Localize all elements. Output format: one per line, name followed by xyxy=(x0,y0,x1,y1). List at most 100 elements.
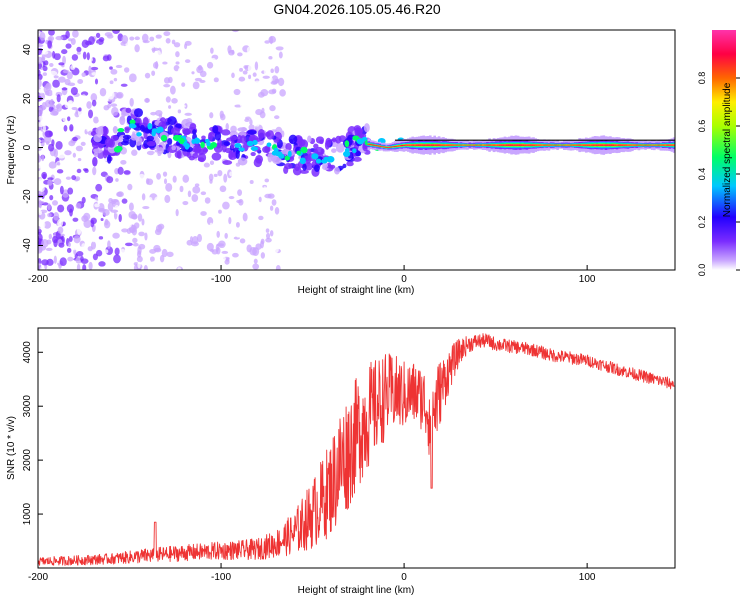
spectrogram-band-cell xyxy=(499,144,502,146)
spectrogram-noise-blob xyxy=(170,85,176,95)
spectrogram-noise-blob xyxy=(159,241,166,248)
spectrogram-noise-blob xyxy=(200,211,207,217)
spectrogram-band-cell xyxy=(466,144,469,146)
spectrogram-band-cell xyxy=(468,144,472,146)
spectrogram-noise-blob xyxy=(192,81,200,90)
spectrogram-noise-blob xyxy=(219,185,227,193)
spectrogram-ridge-blob xyxy=(130,133,138,141)
spectrogram-ridge-blob xyxy=(355,150,362,157)
spectrogram-noise-blob xyxy=(38,231,42,236)
spectrogram-ridge-blob xyxy=(272,157,282,165)
spectrogram-noise-blob xyxy=(56,94,61,103)
spectrogram-noise-blob xyxy=(77,79,84,84)
spectrogram-noise-blob xyxy=(158,113,163,118)
spectrogram-noise-blob xyxy=(236,98,241,104)
spectrogram-ridge-blob xyxy=(222,160,233,165)
spectrogram-noise-blob xyxy=(146,150,155,156)
spectrogram-noise-blob xyxy=(210,47,214,54)
spectrogram-noise-blob xyxy=(282,84,287,89)
spectrogram-noise-blob xyxy=(221,250,229,254)
spectrogram-noise-blob xyxy=(47,203,51,211)
figure-title: GN04.2026.105.05.46.R20 xyxy=(273,1,441,17)
spectrogram-noise-blob xyxy=(57,226,64,234)
spectrogram-noise-blob xyxy=(191,194,199,203)
spectrogram-band-cell xyxy=(378,145,382,147)
spectrogram-noise-blob xyxy=(246,202,250,208)
spectrogram-noise-blob xyxy=(225,257,230,262)
spectrogram-band-cell xyxy=(387,147,390,148)
spectrogram-noise-blob xyxy=(141,193,146,201)
snr-panel: -200 -100 0 100 1000 2000 3000 4000 Height of … xyxy=(6,327,676,596)
spectrogram-noise-blob xyxy=(245,186,251,193)
spectrogram-ridge-blob xyxy=(267,152,273,163)
spectrogram-noise-blob xyxy=(65,222,71,228)
spectrogram-ridge-blob xyxy=(92,156,98,167)
spectrogram-band-cell xyxy=(664,144,667,146)
spectrogram-noise-blob xyxy=(59,233,65,237)
spectrogram-noise-blob xyxy=(89,199,97,203)
spectrogram-ridge-blob xyxy=(140,124,145,132)
spectrogram-noise-blob xyxy=(38,185,45,192)
spectrogram-noise-blob xyxy=(49,62,54,67)
spectrogram-band-cell xyxy=(635,144,639,146)
spectrogram-noise-blob xyxy=(242,212,248,222)
spectrogram-noise-blob xyxy=(107,90,115,100)
spectrogram-noise-blob xyxy=(162,61,168,65)
spectrogram-band-cell xyxy=(448,144,452,146)
spectrogram-band-cell xyxy=(631,144,634,146)
spectrogram-ridge-blob xyxy=(324,140,330,150)
spectrogram-noise-blob xyxy=(173,79,181,84)
spectrogram-noise-blob xyxy=(42,72,47,77)
spectrogram-band-cell xyxy=(648,144,652,146)
spectrogram-peak-blob xyxy=(129,119,136,125)
spectrogram-noise-blob xyxy=(136,255,143,263)
spectrogram-band-cell xyxy=(431,144,434,146)
spectrogram-noise-blob xyxy=(146,178,154,186)
spectrogram-noise-blob xyxy=(59,185,64,195)
spectrogram-noise-blob xyxy=(74,176,81,182)
spectrogram-noise-blob xyxy=(112,232,120,239)
spectrogram-noise-blob xyxy=(144,72,151,79)
spectrogram-noise-blob xyxy=(153,244,161,252)
spectrogram-peak-blob xyxy=(315,158,322,164)
spectrogram-band-cell xyxy=(593,144,597,146)
spectrogram-ridge-blob xyxy=(156,147,165,154)
spectrogram-noise-blob xyxy=(184,112,192,116)
spectrogram-noise-blob xyxy=(269,230,274,237)
spectrogram-noise-blob xyxy=(53,255,57,264)
spectrogram-peak-blob xyxy=(113,146,122,153)
spectrogram-band-cell xyxy=(503,144,507,146)
spectrogram-ridge-blob xyxy=(125,107,132,113)
spectrogram-noise-blob xyxy=(93,176,99,181)
spectrogram-noise-blob xyxy=(150,111,157,116)
spectrogram-noise-blob xyxy=(62,55,66,65)
spectrogram-noise-blob xyxy=(144,98,150,103)
spectrogram-noise-blob xyxy=(113,254,121,264)
spectrogram-noise-blob xyxy=(126,221,132,228)
spectrogram-noise-blob xyxy=(152,62,159,69)
spectrogram-noise-blob xyxy=(76,168,82,174)
spectrogram-noise-blob xyxy=(38,79,42,88)
spectrogram-band-cell xyxy=(407,144,410,146)
spectrogram-noise-blob xyxy=(224,232,228,239)
spectrogram-noise-blob xyxy=(38,237,42,246)
spectrogram-noise-blob xyxy=(38,201,42,208)
spectrogram-noise-blob xyxy=(162,171,168,177)
spectrogram-noise-blob xyxy=(239,67,244,72)
snr-x-label: Height of straight line (km) xyxy=(298,585,415,596)
spectrogram-noise-blob xyxy=(77,157,82,162)
spectrogram-noise-blob xyxy=(233,202,239,208)
spectrogram-noise-blob xyxy=(217,169,223,177)
spectrogram-band-cell xyxy=(457,144,461,146)
spectrogram-ridge-blob xyxy=(313,164,320,173)
spectrogram-ridge-blob xyxy=(266,130,275,140)
spectrogram-band-cell xyxy=(584,144,588,146)
spectrogram-band-cell xyxy=(615,144,619,146)
spectrogram-noise-blob xyxy=(230,265,238,269)
spectrogram-noise-blob xyxy=(81,196,86,204)
spectrogram-frame xyxy=(37,29,676,271)
spectrogram-noise-blob xyxy=(209,112,214,119)
spectrogram-noise-blob xyxy=(132,61,136,66)
spectrogram-noise-blob xyxy=(95,183,103,192)
